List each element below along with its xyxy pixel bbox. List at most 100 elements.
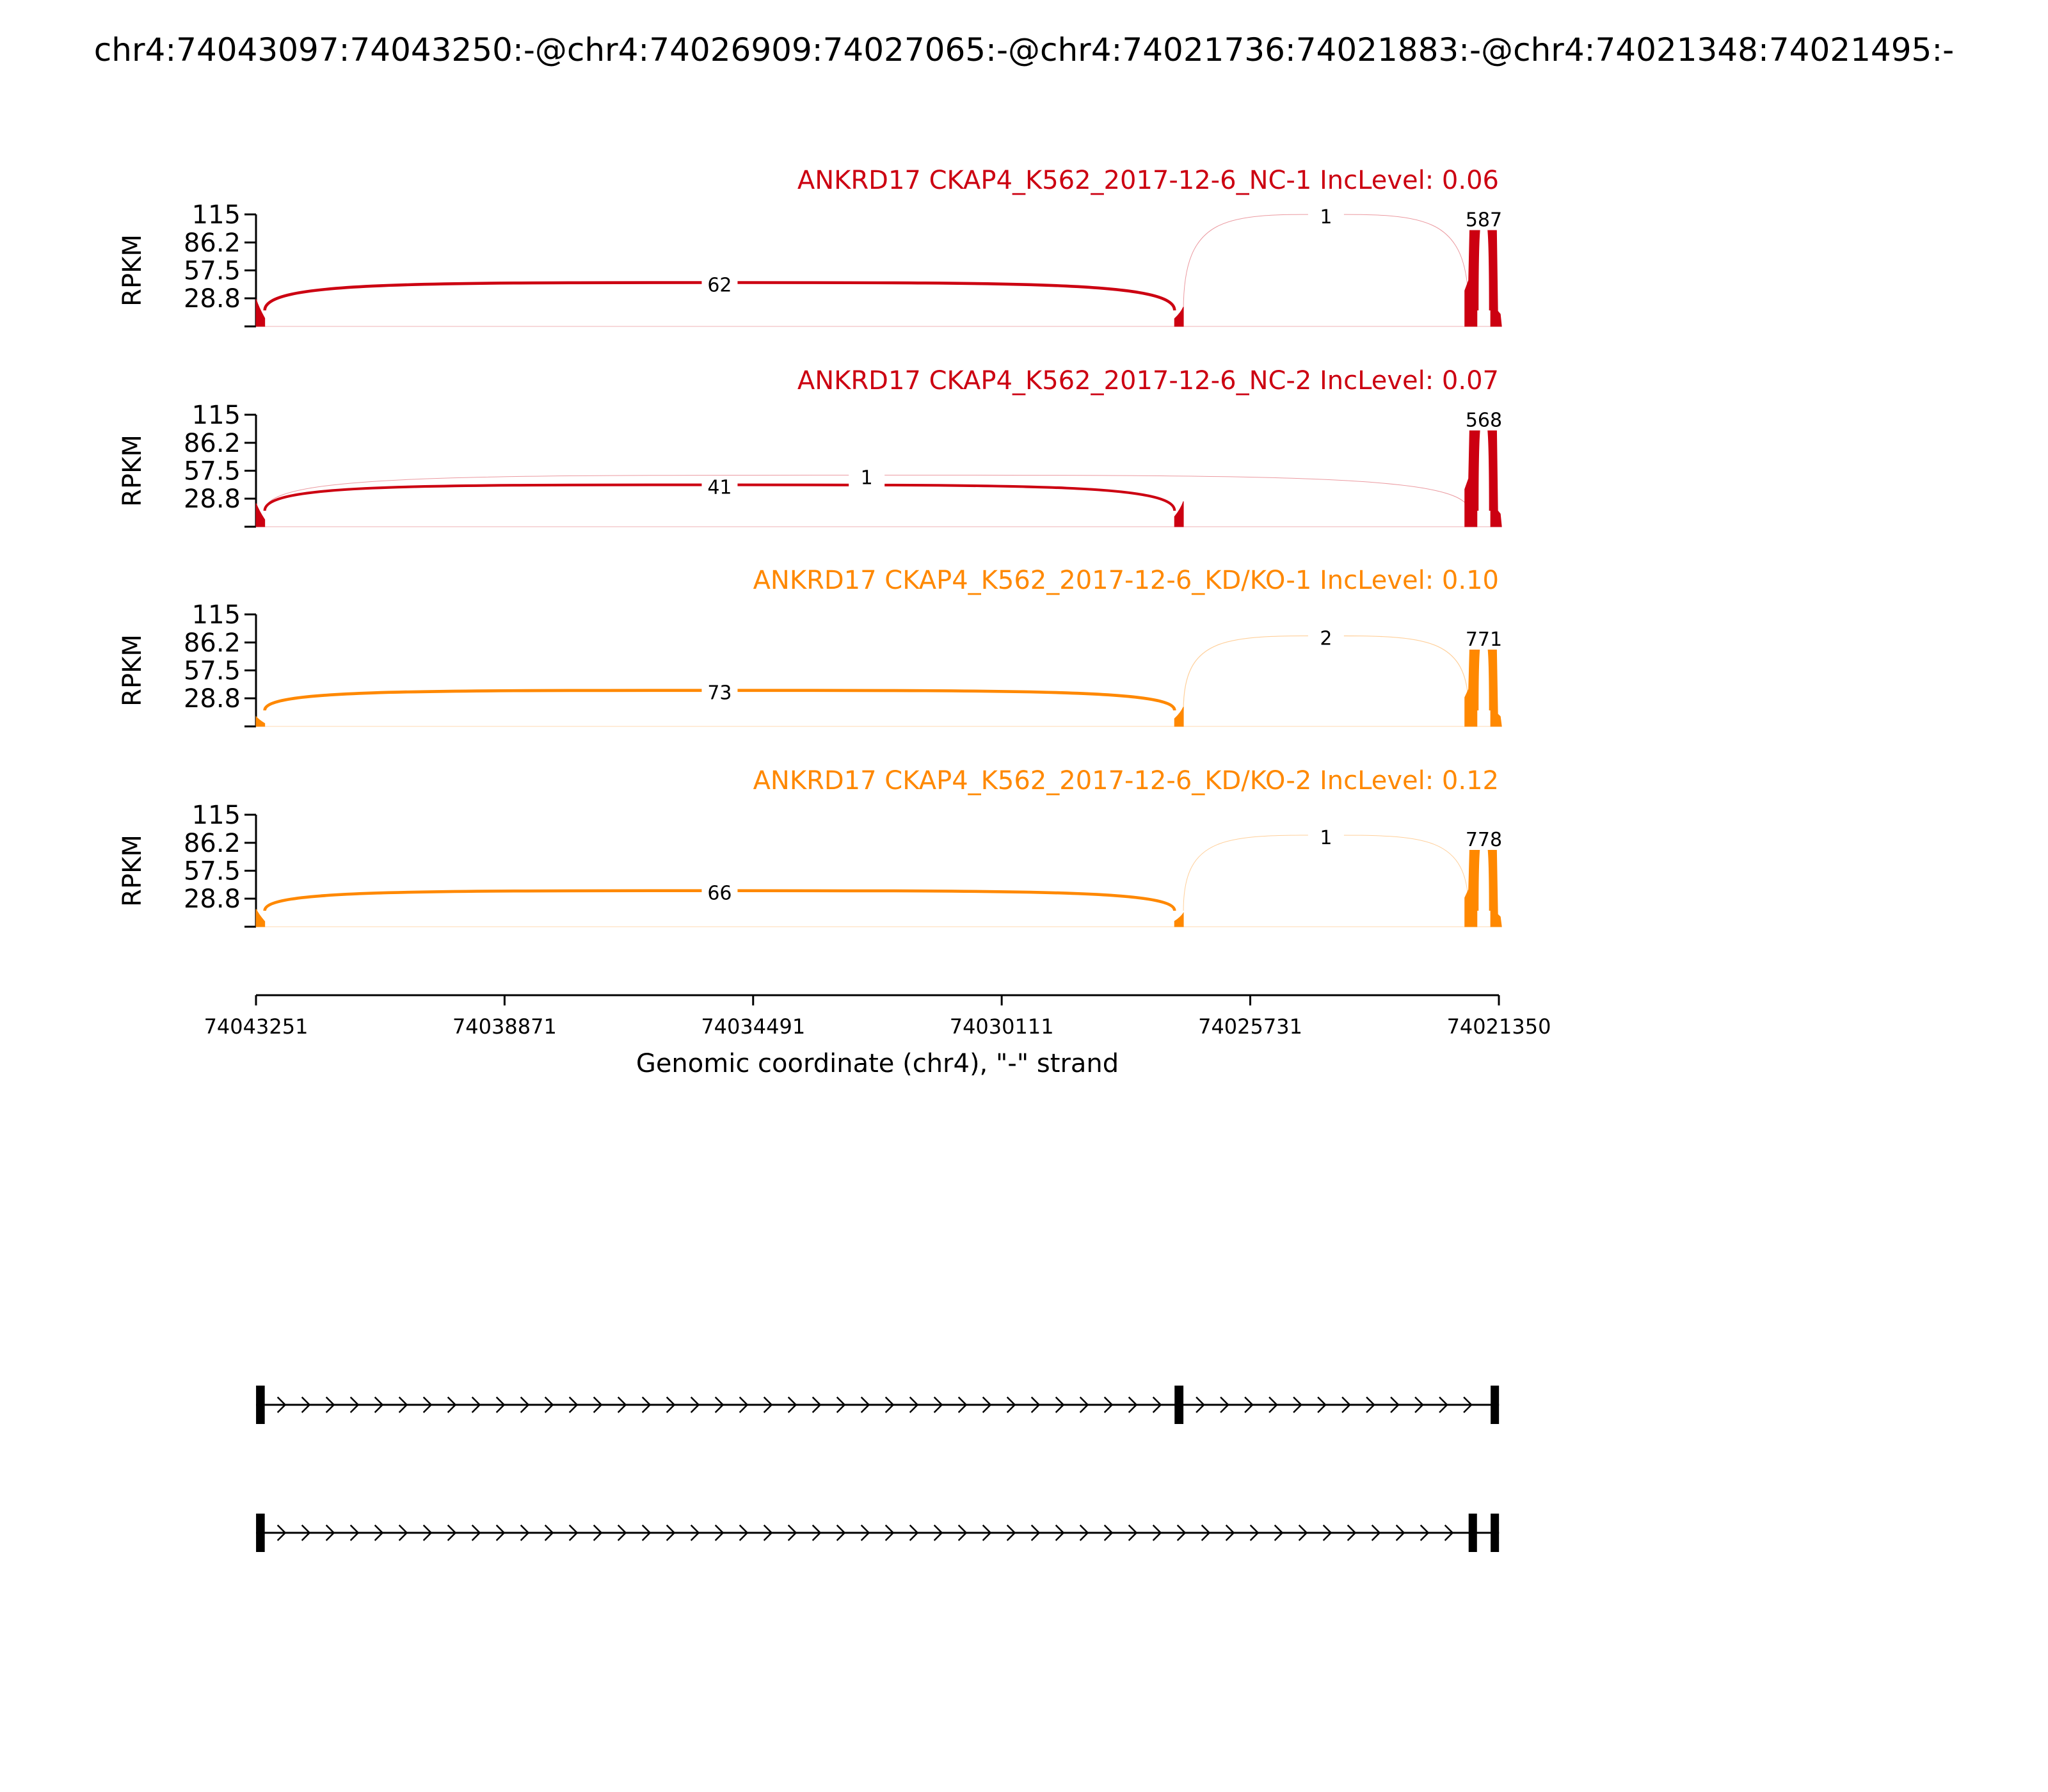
strand-chevron (520, 1396, 530, 1413)
exon-coverage-4 (1490, 844, 1502, 927)
strand-chevron (860, 1396, 870, 1413)
junction-label-bg (1466, 629, 1502, 650)
panel-title: ANKRD17 CKAP4_K562_2017-12-6_NC-2 IncLev… (797, 366, 1499, 396)
strand-chevron (1152, 1396, 1162, 1413)
strand-chevron (641, 1524, 652, 1541)
strand-chevron (1420, 1524, 1430, 1541)
coverage-panel-3: ANKRD17 CKAP4_K562_2017-12-6_KD/KO-1 Inc… (118, 566, 1502, 728)
strand-chevron (909, 1396, 919, 1413)
strand-chevron (495, 1396, 506, 1413)
strand-chevron (666, 1396, 676, 1413)
exon-coverage-3 (1464, 419, 1478, 527)
strand-chevron (617, 1524, 627, 1541)
strand-chevron (1128, 1524, 1138, 1541)
strand-chevron (349, 1396, 360, 1413)
strand-chevron (447, 1396, 457, 1413)
strand-chevron (812, 1524, 822, 1541)
x-axis-label: Genomic coordinate (chr4), "-" strand (636, 1049, 1119, 1078)
y-axis-label: RPKM (118, 435, 147, 507)
strand-chevron (398, 1396, 408, 1413)
junction-count-label: 1 (1320, 827, 1332, 849)
strand-chevron (909, 1524, 919, 1541)
strand-chevron (1244, 1396, 1254, 1413)
junction-arc-2 (1183, 214, 1469, 311)
strand-chevron (836, 1524, 846, 1541)
strand-chevron (374, 1524, 384, 1541)
exon-block (256, 1386, 265, 1424)
junction-label-bg (1466, 209, 1502, 230)
strand-chevron (714, 1396, 724, 1413)
y-tick-label: 86.2 (184, 628, 241, 658)
strand-chevron (422, 1396, 433, 1413)
strand-chevron (617, 1396, 627, 1413)
strand-chevron (884, 1396, 895, 1413)
strand-chevron (325, 1396, 335, 1413)
strand-chevron (690, 1396, 700, 1413)
strand-chevron (1439, 1396, 1448, 1413)
strand-chevron (1103, 1524, 1114, 1541)
strand-chevron (1220, 1396, 1229, 1413)
strand-chevron (471, 1524, 481, 1541)
isoform-1 (256, 1386, 1500, 1424)
junction-count-label: 1 (861, 467, 873, 489)
x-axis: 74043251 74038871 74034491 74030111 74025731… (204, 994, 1551, 1078)
y-tick-label: 57.5 (184, 457, 241, 486)
y-tick-label: 57.5 (184, 257, 241, 286)
strand-chevron (520, 1524, 530, 1541)
x-tick-label: 74030111 (950, 1014, 1054, 1039)
junction-label-bg (701, 477, 738, 498)
junction-count-label: 771 (1466, 628, 1502, 651)
y-tick-label: 28.8 (184, 884, 241, 914)
strand-chevron (763, 1524, 773, 1541)
strand-chevron (1152, 1524, 1162, 1541)
exon-block (1174, 1386, 1184, 1424)
strand-chevron (933, 1524, 943, 1541)
strand-chevron (1006, 1524, 1016, 1541)
strand-chevron (1341, 1396, 1351, 1413)
exon-block (1468, 1514, 1477, 1552)
junction-label-bg (849, 467, 885, 488)
strand-chevron (495, 1524, 506, 1541)
junction-label-bg (1466, 829, 1502, 850)
exon-coverage-4 (1490, 223, 1502, 327)
exon-coverage-4 (1490, 643, 1502, 727)
x-tick-label: 74038871 (452, 1014, 557, 1039)
panel-title: ANKRD17 CKAP4_K562_2017-12-6_KD/KO-1 Inc… (753, 566, 1499, 595)
strand-chevron (982, 1396, 992, 1413)
strand-chevron (739, 1396, 749, 1413)
coverage-panel-2: ANKRD17 CKAP4_K562_2017-12-6_NC-2 IncLev… (118, 366, 1502, 528)
strand-chevron (471, 1396, 481, 1413)
exon-coverage-2 (1174, 307, 1184, 327)
strand-chevron (593, 1396, 603, 1413)
y-tick-label: 115 (192, 401, 241, 430)
strand-chevron (714, 1524, 724, 1541)
strand-chevron (568, 1524, 579, 1541)
exon-coverage-2 (1174, 501, 1184, 527)
strand-chevron (763, 1396, 773, 1413)
strand-chevron (349, 1524, 360, 1541)
junction-label-bg (1308, 628, 1344, 649)
strand-chevron (1128, 1396, 1138, 1413)
strand-chevron (1006, 1396, 1016, 1413)
strand-chevron (982, 1524, 992, 1541)
exon-coverage-3 (1464, 223, 1478, 327)
strand-chevron (1079, 1396, 1089, 1413)
panel-title: ANKRD17 CKAP4_K562_2017-12-6_KD/KO-2 Inc… (753, 766, 1499, 796)
exon-coverage-2 (1174, 707, 1184, 727)
y-tick-label: 28.8 (184, 484, 241, 514)
strand-chevron (1371, 1524, 1381, 1541)
x-tick-label: 74034491 (701, 1014, 805, 1039)
y-tick-label: 28.8 (184, 684, 241, 714)
strand-chevron (1298, 1524, 1308, 1541)
y-tick-label: 115 (192, 600, 241, 630)
strand-chevron (1414, 1396, 1424, 1413)
coverage-panel-4: ANKRD17 CKAP4_K562_2017-12-6_KD/KO-2 Inc… (118, 766, 1502, 928)
y-tick-label: 28.8 (184, 284, 241, 314)
strand-chevron (1463, 1396, 1473, 1413)
strand-chevron (544, 1524, 554, 1541)
y-axis-label: RPKM (118, 835, 147, 907)
junction-count-label: 62 (707, 275, 732, 297)
junction-count-label: 2 (1320, 627, 1332, 650)
exon-coverage-1 (255, 503, 266, 527)
strand-chevron (1249, 1524, 1260, 1541)
